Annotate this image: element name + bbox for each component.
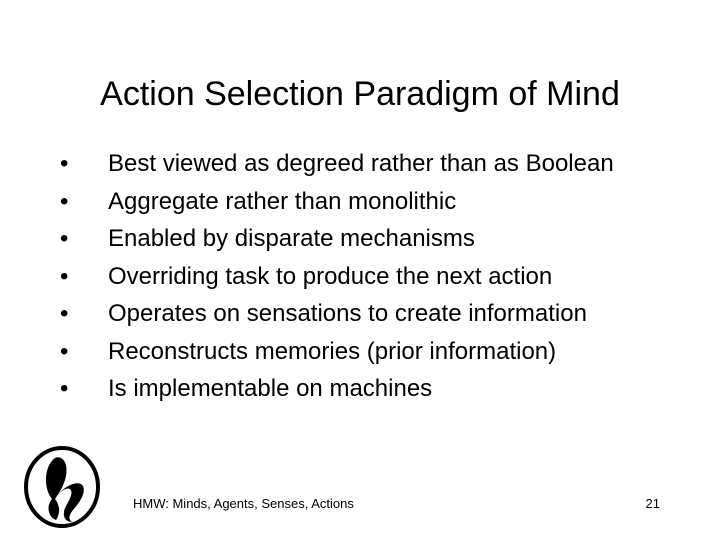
bullet-marker: • — [60, 225, 69, 252]
bullet-text: Operates on sensations to create informa… — [108, 300, 587, 327]
bullet-item: • Enabled by disparate mechanisms — [0, 220, 720, 258]
bullet-marker: • — [60, 262, 69, 290]
bullet-text: Aggregate rather than monolithic — [108, 187, 457, 215]
bullet-text: Reconstructs memories (prior information… — [108, 337, 557, 365]
bullet-item: • Is implementable on machines — [0, 370, 720, 408]
bullet-item: • Operates on sensations to create infor… — [0, 295, 720, 333]
page-number: 21 — [645, 496, 660, 511]
bullet-text: Is implementable on machines — [108, 375, 433, 402]
bullet-text: Best viewed as degreed rather than as Bo… — [108, 150, 614, 177]
bullet-marker: • — [60, 150, 69, 177]
bullet-text: Enabled by disparate mechanisms — [108, 225, 475, 252]
slide-title: Action Selection Paradigm of Mind — [100, 75, 620, 113]
bullet-list: • Best viewed as degreed rather than as … — [0, 145, 720, 408]
bullet-item: • Best viewed as degreed rather than as … — [0, 145, 720, 183]
footer-text: HMW: Minds, Agents, Senses, Actions — [133, 496, 354, 511]
stylized-h-logo-icon — [24, 446, 100, 528]
bullet-marker: • — [60, 375, 69, 402]
bullet-item: • Aggregate rather than monolithic — [0, 183, 720, 221]
bullet-marker: • — [60, 187, 69, 215]
bullet-text: Overriding task to produce the next acti… — [108, 262, 553, 290]
bullet-item: • Overriding task to produce the next ac… — [0, 258, 720, 296]
bullet-marker: • — [60, 337, 69, 365]
bullet-item: • Reconstructs memories (prior informati… — [0, 333, 720, 371]
bullet-marker: • — [60, 300, 69, 327]
